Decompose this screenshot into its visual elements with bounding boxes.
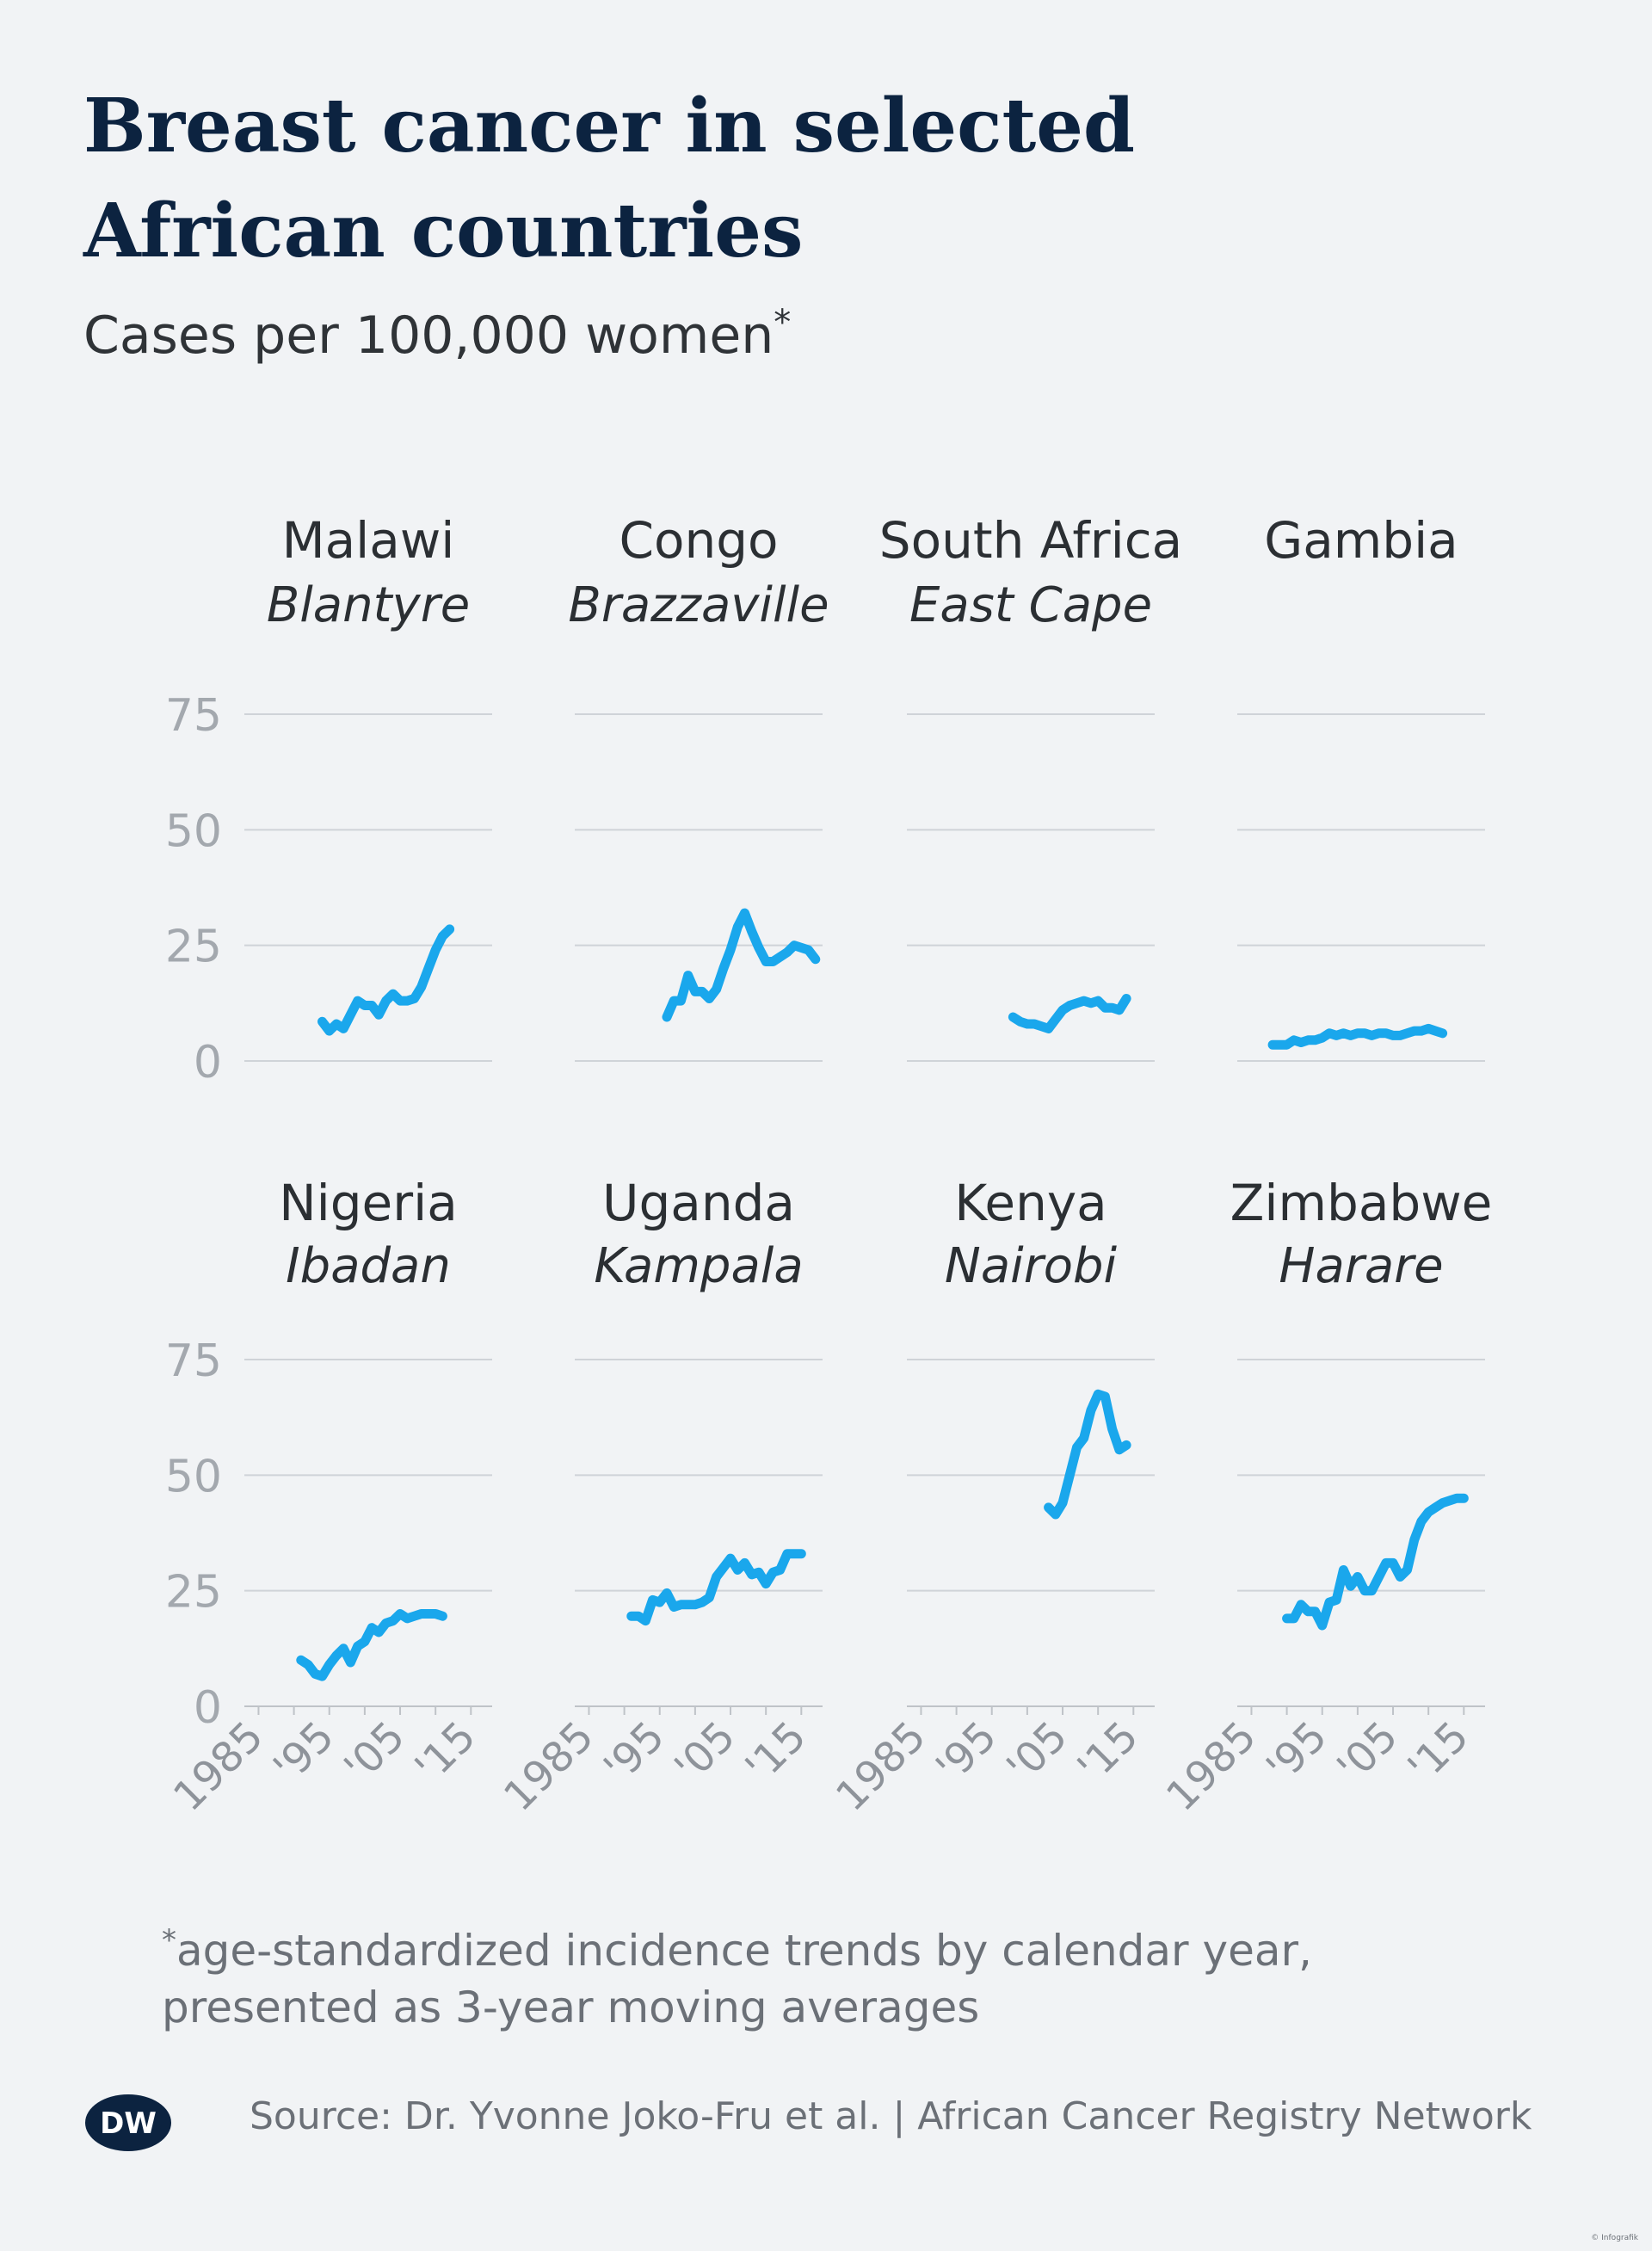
x-tick-label-2005: '05 [997,1712,1076,1792]
panel-subtitle-congo: Brazzaville [568,577,829,633]
x-tick-label-2015: '15 [737,1712,816,1792]
dw-logo-text: DW [100,2106,157,2141]
x-tick-label-2015: '15 [1399,1712,1478,1792]
panel-kenya: Kenya Nairobi 1985'95'05'15 [827,1174,1155,1821]
panel-south-africa: South Africa East Cape [879,511,1182,1062]
series-line-malawi [317,924,455,1036]
panel-title-uganda: Uganda [602,1174,795,1232]
panel-title-malawi: Malawi [282,511,455,570]
panel-title-gambia: Gambia [1264,511,1458,570]
chart-subtitle: Cases per 100,000 women* [83,303,791,366]
footnote-asterisk: * [162,1923,176,1958]
panel-gambia: Gambia [1237,511,1485,1062]
x-tick-label-2015: '15 [1069,1712,1148,1792]
series-line-congo [662,908,821,1022]
series-line-south-africa [1008,994,1131,1033]
x-tick-label-1995: '95 [595,1712,674,1792]
panel-subtitle-malawi: Blantyre [267,577,470,633]
y-tick-label-50: 50 [165,1451,222,1502]
panel-congo: Congo Brazzaville [568,511,829,1062]
panel-subtitle-nigeria: Ibadan [286,1238,451,1294]
x-tick-label-1995: '95 [927,1712,1006,1792]
x-tick-label-1995: '95 [264,1712,343,1792]
x-tick-label-1995: '95 [1257,1712,1336,1792]
subtitle-text: Cases per 100,000 women [83,305,774,366]
x-tick-label-2005: '05 [1328,1712,1407,1792]
series-line-kenya [1044,1389,1131,1520]
footnote-line-2: presented as 3-year moving averages [162,1983,980,2032]
x-tick-label-2005: '05 [335,1712,414,1792]
panel-title-south-africa: South Africa [879,511,1182,570]
footnote: *age-standardized incidence trends by ca… [162,1912,1312,2036]
panel-malawi: Malawi Blantyre 0 25 50 75 [165,511,492,1088]
panel-zimbabwe: Zimbabwe Harare 1985'95'05'15 [1157,1174,1492,1821]
y-tick-label-0: 0 [194,1682,222,1734]
subtitle-asterisk: * [774,303,792,342]
y-tick-label-0: 0 [194,1037,222,1088]
panel-title-nigeria: Nigeria [279,1174,458,1232]
panel-title-kenya: Kenya [954,1174,1106,1232]
panel-subtitle-kenya: Nairobi [945,1238,1118,1294]
y-tick-label-50: 50 [165,805,222,857]
x-tick-label-1985: 1985 [495,1712,603,1821]
series-line-uganda [626,1549,806,1626]
infografik-credit: © Infografik [1591,2234,1638,2242]
panel-uganda: Uganda Kampala 1985'95'05'15 [495,1174,823,1821]
chart-title: Breast cancer in selected African countr… [83,83,1136,274]
footnote-line-1: *age-standardized incidence trends by ca… [162,1923,1312,1976]
series-line-zimbabwe [1282,1493,1469,1631]
panel-subtitle-south-africa: East Cape [909,577,1152,633]
source-credit: Source: Dr. Yvonne Joko-Fru et al. | Afr… [250,2094,1532,2138]
panel-subtitle-uganda: Kampala [594,1238,803,1294]
y-tick-label-75: 75 [165,1335,222,1387]
x-tick-label-2015: '15 [406,1712,485,1792]
panel-title-congo: Congo [619,511,778,570]
x-tick-label-1985: 1985 [1157,1712,1266,1821]
panel-subtitle-zimbabwe: Harare [1279,1238,1443,1294]
x-tick-label-2005: '05 [665,1712,744,1792]
dw-logo: DW [85,2094,171,2151]
series-line-gambia [1267,1023,1448,1050]
panel-title-zimbabwe: Zimbabwe [1230,1174,1493,1232]
y-tick-label-25: 25 [165,922,222,973]
x-tick-label-1985: 1985 [827,1712,935,1821]
small-multiples-chart: Malawi Blantyre 0 25 50 75 Congo Brazzaville Sou… [164,511,1492,1821]
series-line-nigeria [296,1609,447,1681]
y-tick-label-25: 25 [165,1567,222,1619]
y-tick-label-75: 75 [165,690,222,742]
